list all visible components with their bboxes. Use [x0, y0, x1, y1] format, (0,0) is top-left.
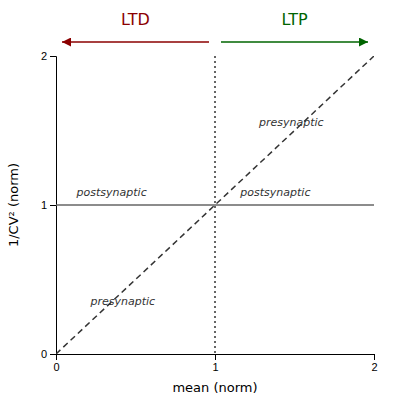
axis-line	[50, 57, 57, 355]
tick: 2	[41, 50, 56, 62]
tick-label: 2	[41, 50, 47, 62]
y-axis-title: 1/CV² (norm)	[6, 163, 21, 247]
tick: 1	[41, 199, 56, 211]
header-label: LTP	[281, 10, 307, 29]
reference-line	[56, 204, 374, 206]
header-arrow	[62, 41, 209, 43]
tick-label: 0	[53, 361, 59, 373]
reference-line	[214, 56, 216, 354]
annotation: presynaptic	[258, 116, 324, 129]
tick-label: 2	[371, 361, 377, 373]
tick-label: 1	[212, 361, 218, 373]
tick: 1	[212, 354, 218, 373]
tick: 0	[53, 354, 59, 373]
x-axis-title: mean (norm)	[172, 380, 257, 395]
header-arrow	[221, 41, 368, 43]
tick-mark	[50, 56, 56, 57]
header-label: LTD	[121, 10, 150, 29]
tick: 2	[371, 354, 377, 373]
line	[56, 56, 374, 354]
plot: 0 1 2 0 1 2 mean (norm) 1/CV² (norm) presynaptic…	[6, 10, 378, 396]
tick-mark	[50, 205, 56, 206]
tick-mark	[374, 354, 375, 360]
tick-mark	[50, 354, 56, 355]
marks	[56, 56, 374, 354]
axis-line	[57, 355, 375, 361]
tick-mark	[215, 354, 216, 360]
y-axis: 0 1 2	[41, 50, 57, 360]
annotation: postsynaptic	[76, 186, 147, 199]
tick-label: 0	[41, 348, 47, 360]
chart: 0 1 2 0 1 2 mean (norm) 1/CV² (norm) presynaptic…	[0, 0, 396, 400]
annotation: postsynaptic	[239, 186, 310, 199]
annotation: presynaptic	[89, 295, 155, 308]
tick-label: 1	[41, 199, 47, 211]
x-axis: 0 1 2	[53, 354, 377, 373]
tick: 0	[41, 348, 56, 360]
